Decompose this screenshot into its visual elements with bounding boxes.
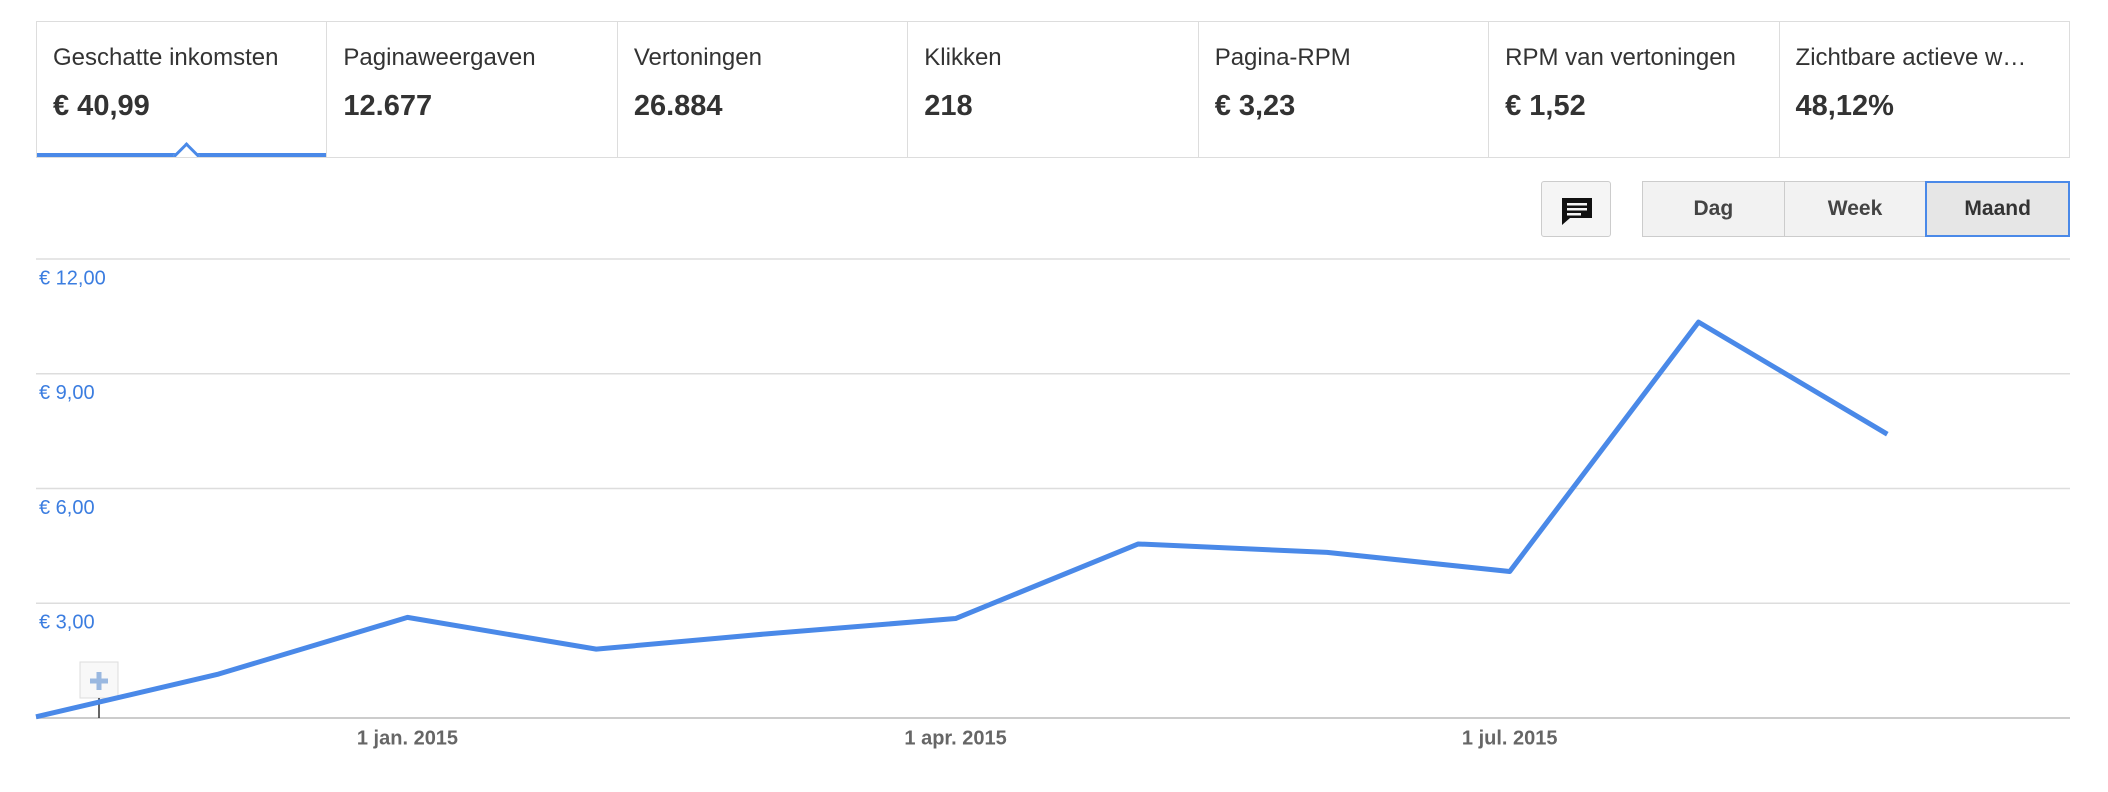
line-series [35, 319, 1889, 720]
x-tick-label: 1 apr. 2015 [904, 727, 1006, 749]
metric-label: RPM van vertoningen [1505, 44, 1736, 71]
period-button[interactable]: Maand [1925, 181, 2071, 237]
metric-tab[interactable]: Paginaweergaven 12.677 [327, 22, 618, 157]
y-tick-label: € 9,00 [39, 382, 95, 404]
metric-tab[interactable]: Zichtbare actieve w… 48,12% [1780, 22, 2069, 157]
metric-label: Vertoningen [633, 44, 762, 71]
selected-notch [173, 142, 200, 157]
metric-value: € 1,52 [1505, 90, 1586, 122]
y-tick-label: € 12,00 [39, 267, 106, 289]
annotation-button[interactable] [1541, 181, 1611, 237]
period-button[interactable]: Week [1783, 181, 1927, 237]
metric-label: Klikken [924, 44, 1002, 71]
metric-label: Zichtbare actieve w… [1795, 44, 2027, 71]
metric-tab[interactable]: Klikken 218 [908, 22, 1199, 157]
add-note [79, 661, 119, 699]
metric-value: € 3,23 [1214, 90, 1296, 122]
metric-label: Geschatte inkomsten [53, 44, 279, 71]
metric-value: 218 [924, 90, 973, 122]
metric-value: 48,12% [1795, 90, 1894, 122]
metric-tab[interactable]: Pagina-RPM € 3,23 [1199, 22, 1490, 157]
metric-value: € 40,99 [53, 90, 150, 122]
metric-label: Pagina-RPM [1214, 44, 1351, 71]
metric-tabs: Geschatte inkomsten € 40,99 Paginaweergave… [36, 21, 2070, 158]
metric-tab[interactable]: Vertoningen 26.884 [618, 22, 909, 157]
period-button[interactable]: Dag [1642, 181, 1785, 237]
metric-label: Paginaweergaven [343, 44, 536, 71]
icon [1562, 198, 1592, 225]
metric-tab[interactable]: RPM van vertoningen € 1,52 [1489, 22, 1780, 157]
y-tick-label: € 6,00 [39, 497, 95, 519]
period-buttons: Dag Week Maand [1642, 181, 2071, 237]
y-tick-label: € 3,00 [39, 612, 95, 634]
metric-tab[interactable]: Geschatte inkomsten € 40,99 [37, 22, 328, 157]
metric-value: 26.884 [633, 90, 723, 122]
x-tick-label: 1 jan. 2015 [357, 727, 458, 749]
metric-value: 12.677 [343, 90, 433, 122]
x-tick-label: 1 jul. 2015 [1462, 727, 1558, 749]
